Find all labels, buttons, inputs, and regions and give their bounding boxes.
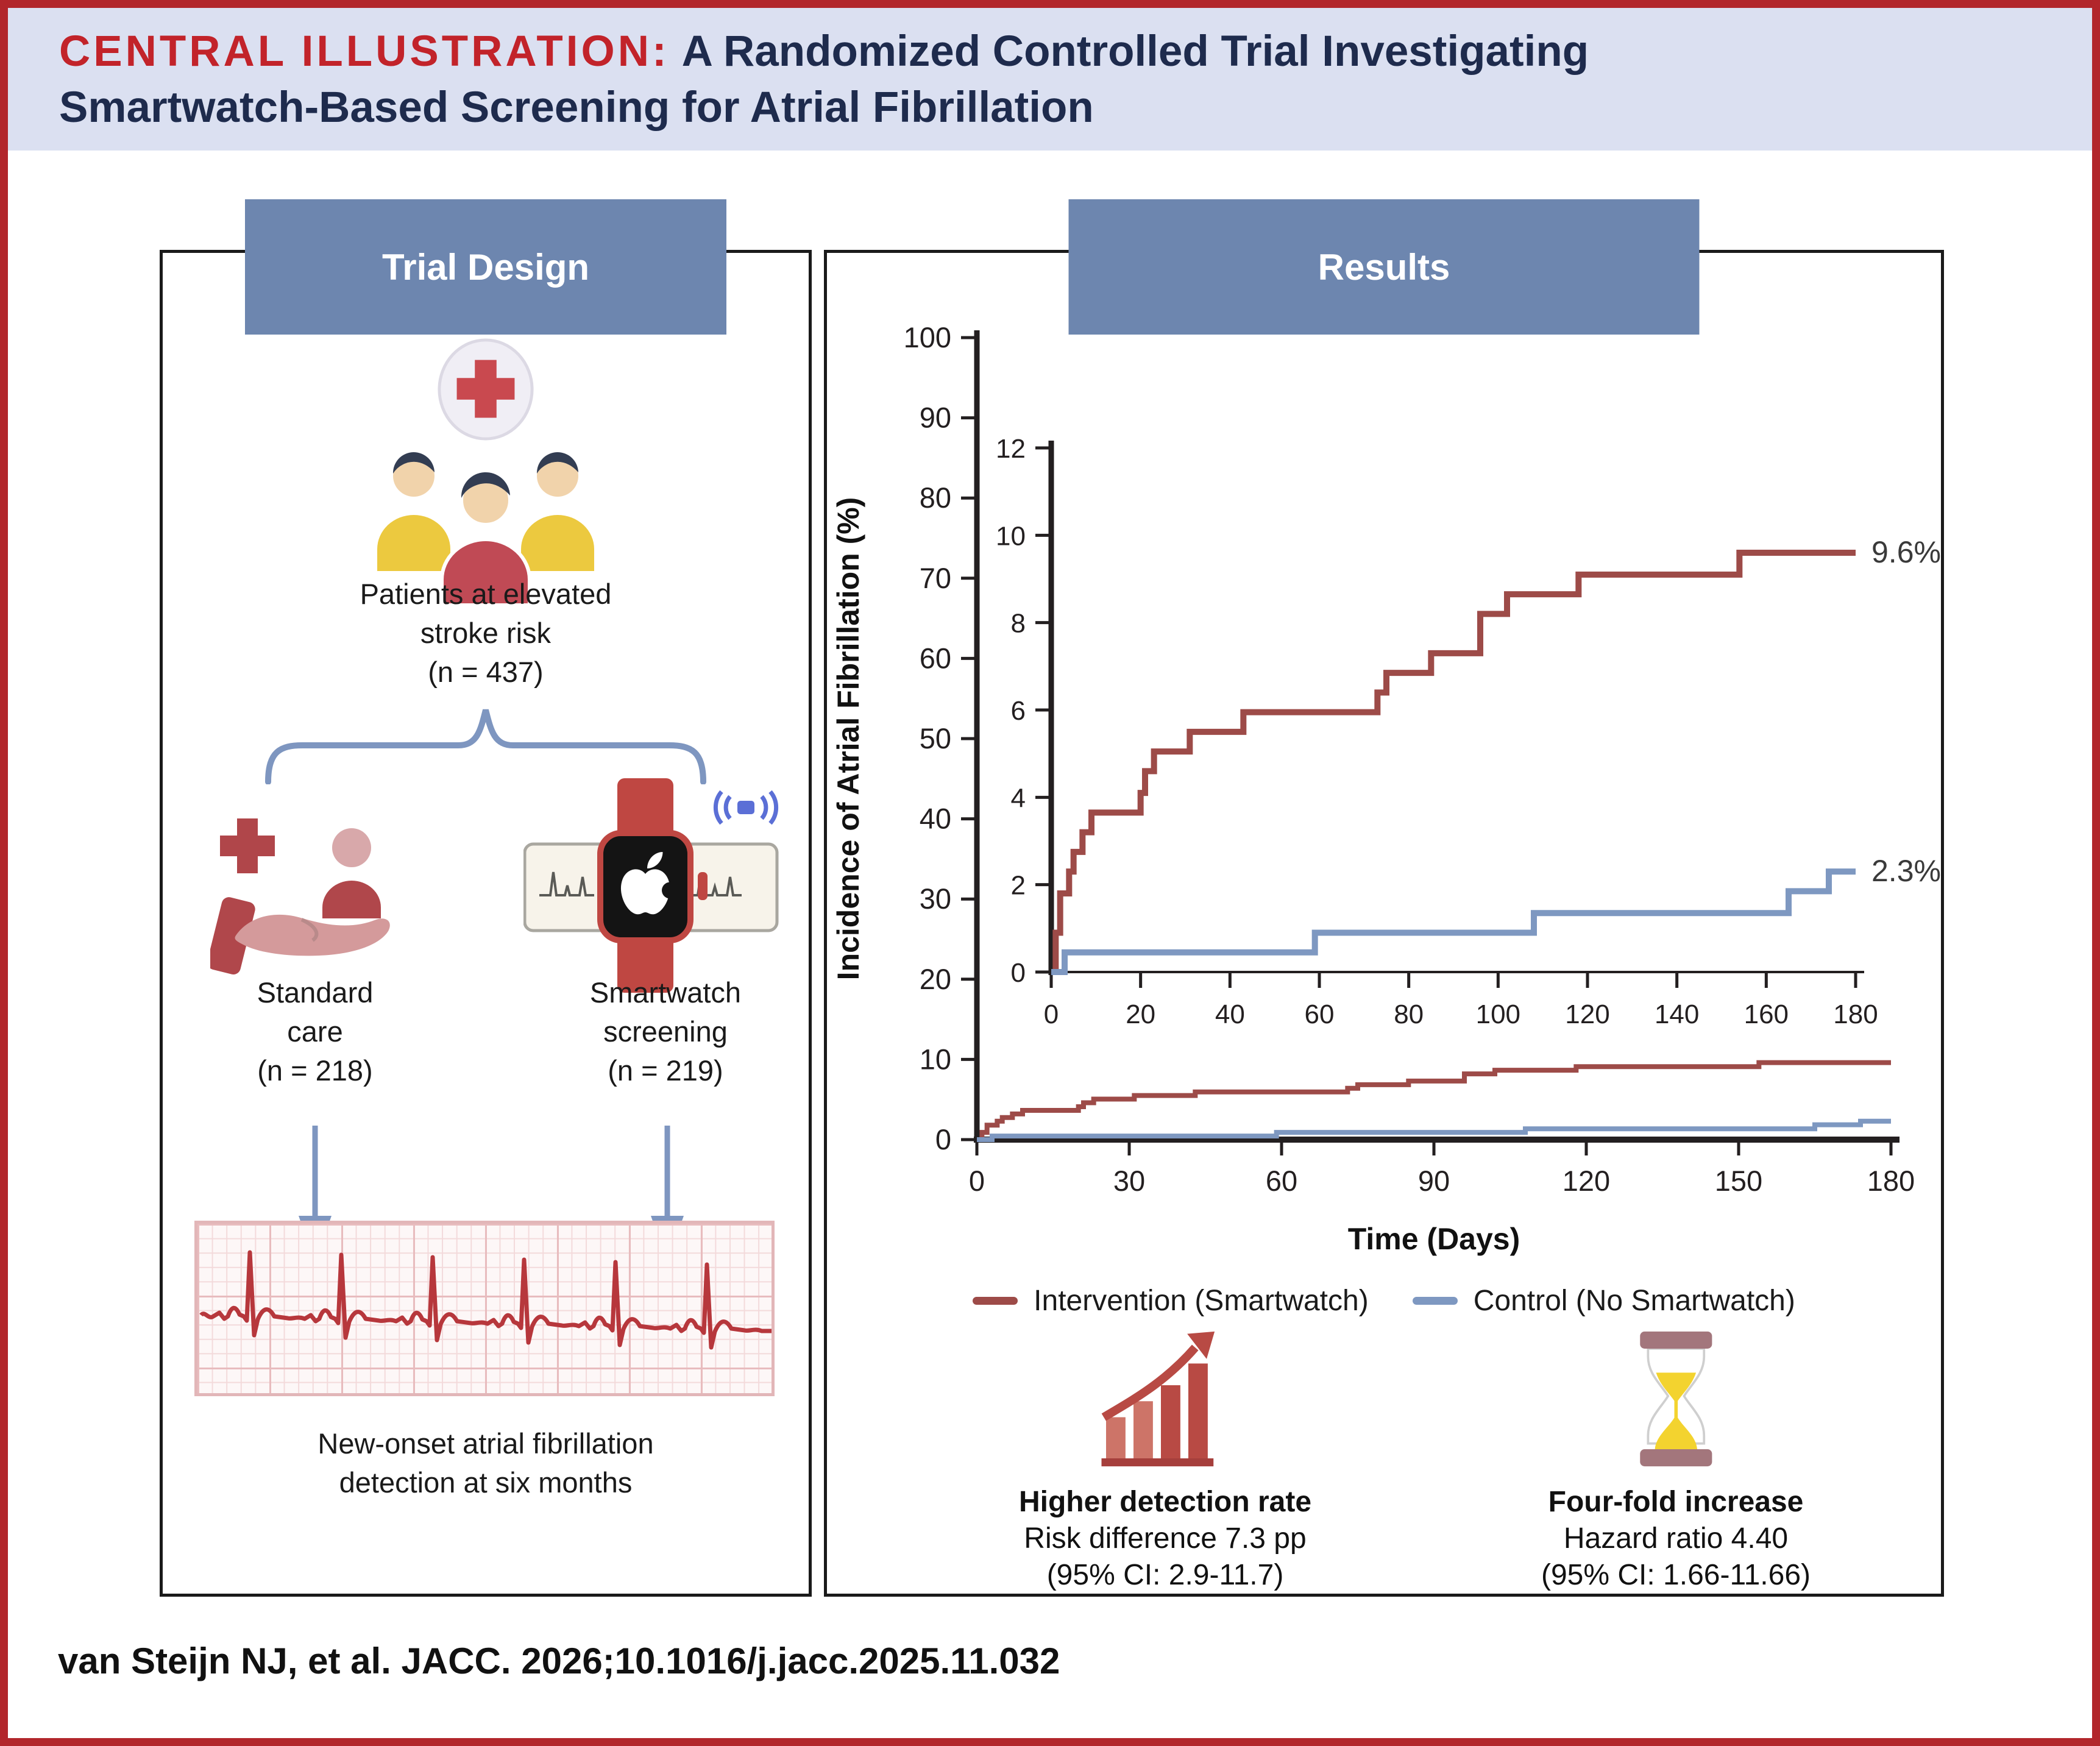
standard-care-icon: [210, 818, 390, 974]
svg-text:180: 180: [1833, 999, 1878, 1029]
stat-hazard-ratio-value: Hazard ratio 4.40: [1563, 1522, 1789, 1555]
stat-detection-ci: (95% CI: 2.9-11.7): [1046, 1559, 1284, 1591]
svg-text:20: 20: [920, 963, 951, 995]
legend-item-intervention: Intervention (Smartwatch): [973, 1284, 1369, 1318]
svg-text:10: 10: [920, 1043, 951, 1075]
svg-text:160: 160: [1744, 999, 1789, 1029]
stat-hazard-ci: (95% CI: 1.66-11.66): [1541, 1559, 1811, 1591]
svg-text:0: 0: [1011, 958, 1026, 988]
outcome-label: New-onset atrial fibrillation detection …: [163, 1424, 809, 1502]
svg-text:120: 120: [1563, 1165, 1610, 1197]
outcome-line-2: detection at six months: [339, 1466, 633, 1499]
svg-text:30: 30: [1113, 1165, 1145, 1197]
svg-text:40: 40: [1215, 999, 1245, 1029]
x-axis-title: Time (Days): [1348, 1222, 1520, 1256]
svg-text:10: 10: [996, 521, 1026, 551]
figure-title-line2: Smartwatch-Based Screening for Atrial Fi…: [59, 83, 1094, 132]
ecg-strip: [194, 1221, 775, 1396]
svg-text:4: 4: [1011, 783, 1026, 813]
smartwatch-arm-line-2: screening: [603, 1015, 728, 1048]
citation: van Steijn NJ, et al. JACC. 2026;10.1016…: [58, 1641, 1060, 1681]
svg-text:2: 2: [1011, 871, 1026, 901]
standard-care-line-2: care: [287, 1015, 343, 1048]
results-header: Results: [1068, 199, 1700, 335]
svg-text:0: 0: [935, 1123, 951, 1155]
trial-design-panel: Trial Design Patients at elevated stroke…: [160, 199, 812, 1597]
standard-care-line-1: Standard: [257, 976, 374, 1009]
svg-text:6: 6: [1011, 696, 1026, 726]
svg-text:140: 140: [1655, 999, 1699, 1029]
main-curve-1: [977, 1118, 1891, 1142]
results-header-label: Results: [1318, 246, 1450, 288]
svg-text:100: 100: [904, 321, 951, 353]
svg-text:60: 60: [920, 642, 951, 674]
smartwatch-icon: [523, 778, 779, 993]
y-axis-title: Incidence of Atrial Fibrillation (%): [831, 497, 865, 981]
standard-care-label: Standard care (n = 218): [199, 973, 431, 1090]
intervention-line-swatch: [973, 1297, 1018, 1305]
results-panel: Results 0 2 4 6 8 10 12 0 20 40 60 80 100 120 140 160 18…: [824, 199, 1944, 1597]
smartwatch-arm-line-1: Smartwatch: [589, 976, 742, 1009]
inset-curve-1: [1051, 868, 1856, 975]
smartwatch-arm-label: Smartwatch screening (n = 219): [534, 973, 796, 1090]
end-label-0: 9.6%: [1871, 535, 1941, 569]
standard-care-count: (n = 218): [257, 1054, 373, 1087]
end-label-1: 2.3%: [1871, 854, 1941, 888]
hourglass-icon: [1639, 1331, 1712, 1467]
radio-waves-icon: [713, 790, 779, 825]
stat-detection-rate: Higher detection rate Risk difference 7.…: [946, 1330, 1385, 1594]
main-curve-0: [977, 1060, 1891, 1142]
inset-curve-0: [1051, 550, 1856, 975]
svg-text:30: 30: [920, 882, 951, 915]
population-count: (n = 437): [428, 656, 544, 688]
population-line-2: stroke risk: [420, 617, 552, 649]
ecg-trace: [199, 1250, 772, 1350]
svg-text:12: 12: [996, 434, 1026, 464]
apple-logo-icon: [620, 852, 678, 915]
population-label: Patients at elevated stroke risk (n = 43…: [163, 575, 809, 692]
title-line-1: CENTRAL ILLUSTRATION: A Randomized Contro…: [59, 24, 2092, 80]
svg-text:0: 0: [969, 1165, 985, 1197]
rising-bar-chart-icon: [1101, 1331, 1215, 1467]
trial-design-header: Trial Design: [245, 199, 726, 335]
control-line-swatch: [1412, 1297, 1458, 1305]
svg-text:90: 90: [1418, 1165, 1450, 1197]
svg-text:150: 150: [1715, 1165, 1762, 1197]
figure-label: CENTRAL ILLUSTRATION:: [59, 27, 670, 76]
title-banner: CENTRAL ILLUSTRATION: A Randomized Contro…: [8, 8, 2092, 151]
svg-text:50: 50: [920, 722, 951, 754]
svg-text:100: 100: [1476, 999, 1520, 1029]
legend-item-control: Control (No Smartwatch): [1412, 1284, 1795, 1318]
stat-detection-title: Higher detection rate: [1018, 1486, 1312, 1518]
randomization-brace: [265, 709, 706, 784]
intervention-legend-label: Intervention (Smartwatch): [1034, 1285, 1369, 1317]
svg-text:80: 80: [1394, 999, 1424, 1029]
control-legend-label: Control (No Smartwatch): [1473, 1285, 1795, 1317]
svg-text:180: 180: [1867, 1165, 1915, 1197]
svg-text:0: 0: [1044, 999, 1059, 1029]
svg-text:40: 40: [920, 803, 951, 835]
svg-text:8: 8: [1011, 609, 1026, 639]
figure-title-line1: A Randomized Controlled Trial Investigat…: [681, 27, 1589, 76]
chart-legend: Intervention (Smartwatch) Control (No Sm…: [827, 1284, 1941, 1318]
stat-detection-risk-difference: Risk difference 7.3 pp: [1024, 1522, 1307, 1555]
svg-text:20: 20: [1126, 999, 1155, 1029]
svg-text:60: 60: [1266, 1165, 1297, 1197]
svg-text:60: 60: [1305, 999, 1335, 1029]
medical-cross-badge-icon: [438, 338, 534, 441]
svg-text:120: 120: [1565, 999, 1609, 1029]
svg-text:70: 70: [920, 562, 951, 594]
trial-design-header-label: Trial Design: [381, 246, 590, 288]
svg-text:80: 80: [920, 481, 951, 514]
stat-hazard-title: Four-fold increase: [1548, 1486, 1804, 1518]
outcome-line-1: New-onset atrial fibrillation: [317, 1427, 654, 1460]
svg-text:90: 90: [920, 402, 951, 434]
population-line-1: Patients at elevated: [360, 578, 612, 610]
stat-hazard-ratio: Four-fold increase Hazard ratio 4.40 (95…: [1456, 1330, 1895, 1594]
patient-group-icon: [377, 452, 594, 607]
smartwatch-arm-count: (n = 219): [608, 1054, 723, 1087]
